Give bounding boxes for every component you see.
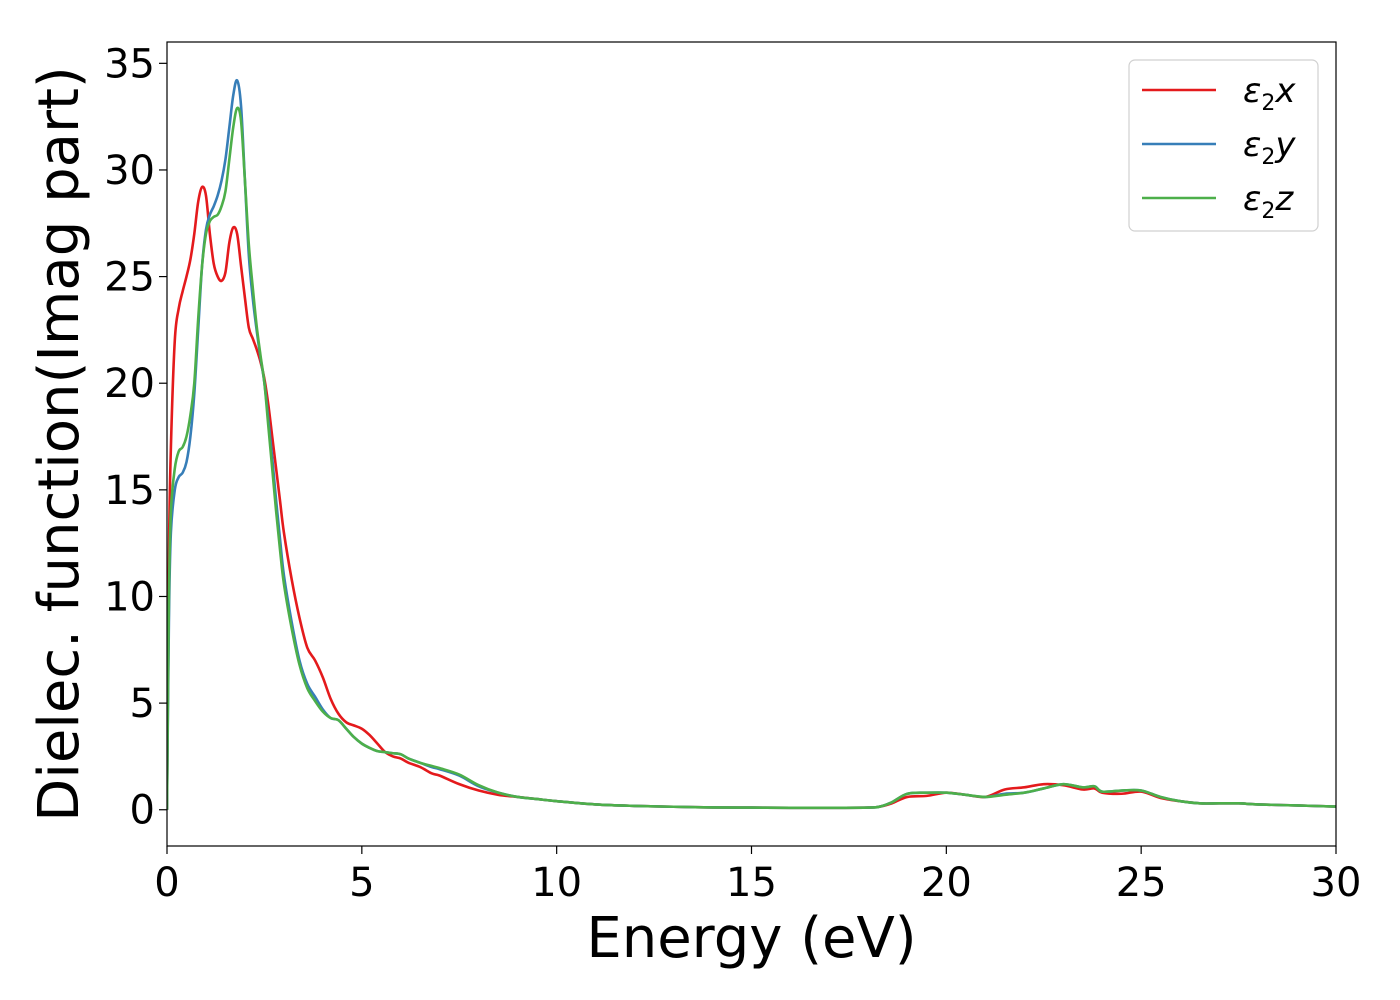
- x-axis-title: Energy (eV): [586, 906, 916, 971]
- legend: ε2x ε2y ε2z: [1128, 59, 1319, 232]
- x-tick-label: 5: [349, 860, 374, 906]
- x-tick-label: 20: [921, 860, 972, 906]
- x-tick-label: 15: [726, 860, 777, 906]
- y-tick-label: 5: [130, 681, 155, 727]
- y-tick-label: 25: [104, 255, 155, 301]
- x-tick-label: 30: [1311, 860, 1362, 906]
- series-line-z: [167, 106, 1336, 810]
- series-lines: [167, 78, 1336, 810]
- y-tick-label: 10: [104, 574, 155, 620]
- y-tick-label: 0: [130, 788, 155, 834]
- legend-label-z: ε2z: [1243, 179, 1294, 224]
- y-tick-label: 30: [104, 148, 155, 194]
- x-tick-label: 25: [1116, 860, 1167, 906]
- x-axis-ticks: 0 5 10 15 20 25 30: [154, 846, 1361, 906]
- y-tick-label: 20: [104, 361, 155, 407]
- y-axis-ticks: 0 5 10 15 20 25 30 35: [104, 41, 167, 834]
- series-line-x: [167, 185, 1336, 810]
- y-tick-label: 15: [104, 468, 155, 514]
- x-tick-label: 0: [154, 860, 179, 906]
- x-tick-label: 10: [531, 860, 582, 906]
- legend-box: [1128, 59, 1319, 232]
- legend-label-y: ε2y: [1243, 125, 1296, 170]
- y-tick-label: 35: [104, 41, 155, 87]
- y-axis-title: Dielec. function(Imag part): [27, 66, 92, 822]
- legend-label-x: ε2x: [1243, 71, 1296, 116]
